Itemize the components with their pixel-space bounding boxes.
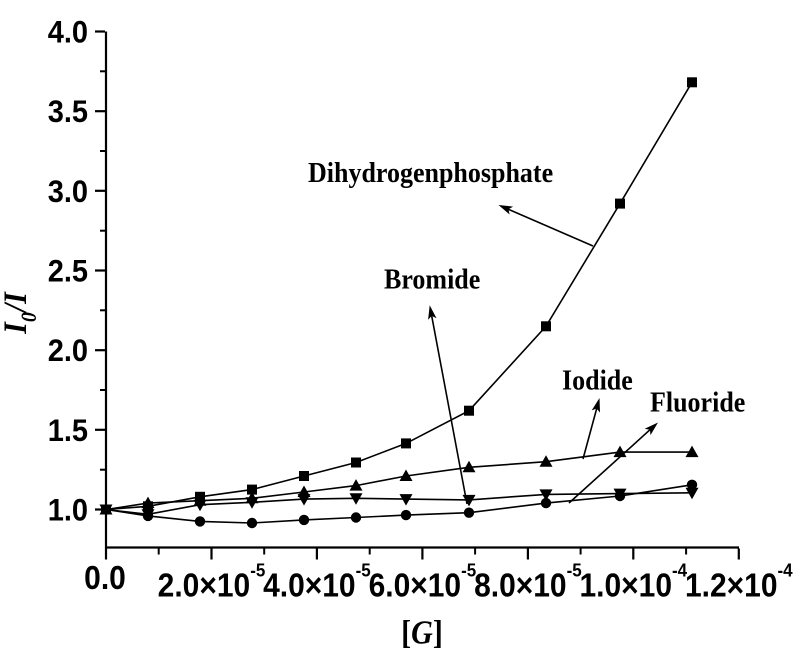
svg-text:Fluoride: Fluoride [650, 386, 745, 417]
svg-text:Iodide: Iodide [562, 364, 633, 395]
svg-text:4.0: 4.0 [48, 14, 88, 50]
svg-text:4.0×10-5: 4.0×10-5 [263, 560, 371, 604]
svg-text:2.0×10-5: 2.0×10-5 [158, 560, 266, 604]
svg-text:1.5: 1.5 [48, 413, 88, 449]
svg-text:3.0: 3.0 [48, 174, 88, 210]
svg-text:Bromide: Bromide [384, 263, 480, 294]
svg-text:2.0: 2.0 [48, 333, 88, 369]
svg-text:1.0×10-4: 1.0×10-4 [579, 560, 687, 604]
svg-text:3.5: 3.5 [48, 94, 88, 130]
svg-text:1.2×10-4: 1.2×10-4 [685, 560, 793, 604]
svg-text:6.0×10-5: 6.0×10-5 [369, 560, 477, 604]
svg-text:0.0: 0.0 [84, 559, 126, 597]
svg-text:1.0: 1.0 [48, 492, 88, 528]
svg-text:2.5: 2.5 [48, 253, 88, 289]
svg-text:[G]: [G] [401, 614, 443, 651]
svg-text:Dihydrogenphosphate: Dihydrogenphosphate [308, 157, 553, 188]
svg-text:8.0×10-5: 8.0×10-5 [474, 560, 582, 604]
